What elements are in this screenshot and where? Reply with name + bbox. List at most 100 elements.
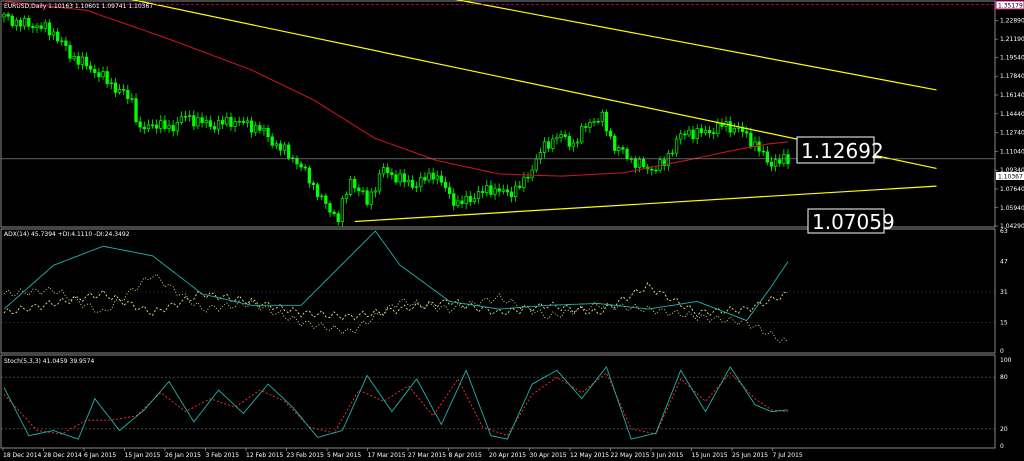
top-line-price-text: 1.35179 <box>998 3 1023 10</box>
candle-bull <box>22 17 27 27</box>
date-axis-label: 30 Apr 2015 <box>530 452 567 459</box>
candle-bear <box>769 161 774 167</box>
candle-bull <box>501 189 505 192</box>
candle-bear <box>683 133 687 136</box>
price-axis-label: 1.07640 <box>1000 186 1024 193</box>
candle-bear <box>258 125 262 131</box>
adx-axis-label: 63 <box>1000 228 1008 235</box>
candle-bull <box>580 126 584 143</box>
candle-bear <box>113 82 118 93</box>
price-axis-label: 1.21190 <box>1000 36 1024 43</box>
date-axis-label: 26 Jan 2015 <box>165 452 201 459</box>
support-annotation-box <box>807 208 885 234</box>
adx-axis-label: 47 <box>1000 258 1008 265</box>
candle-bear <box>76 56 80 65</box>
candle-bear <box>460 200 464 204</box>
candle-bull <box>695 128 699 140</box>
candle-bull <box>233 121 237 127</box>
candle-bull <box>687 129 691 136</box>
candle-bear <box>386 167 390 174</box>
candle-bull <box>196 117 200 127</box>
candle-bear <box>357 187 361 192</box>
candle-bull <box>716 122 720 134</box>
candle-bear <box>452 193 456 206</box>
adx-title: ADX(14) 45.7394 +DI:4.1110 -DI:24.3492 <box>4 231 130 238</box>
adx-panel-frame <box>0 228 996 354</box>
adx-axis-label: 0 <box>1000 348 1004 355</box>
moving-average-line <box>3 0 789 177</box>
candle-bear <box>447 187 452 195</box>
candle-bull <box>373 190 378 193</box>
candle-bear <box>249 120 254 133</box>
candle-bull <box>773 159 778 167</box>
adx-axis-label: 31 <box>1000 289 1008 296</box>
support-trendline <box>354 185 937 223</box>
candle-bull <box>159 120 163 129</box>
resistance-trendline <box>131 0 937 169</box>
candle-bull <box>381 167 386 175</box>
date-axis-label: 22 May 2015 <box>611 452 650 459</box>
candle-bear <box>563 134 567 137</box>
main-title: EURUSD,Daily 1.10163 1.10601 1.09741 1.1… <box>4 3 153 10</box>
candle-bull <box>14 19 19 26</box>
stoch-axis-label: 100 <box>1000 357 1012 364</box>
candle-bear <box>699 128 703 134</box>
date-axis-label: 15 Jun 2015 <box>692 452 728 459</box>
candle-bear <box>613 135 617 151</box>
candle-bear <box>307 167 311 184</box>
candle-bear <box>443 181 448 188</box>
candle-bull <box>344 194 349 200</box>
candle-bull <box>464 196 468 204</box>
candle-bull <box>419 177 423 188</box>
candle-bear <box>410 179 415 188</box>
stoch-title: Stoch(5,3,3) 41.0459 39.9574 <box>4 358 95 365</box>
candle-bear <box>390 172 394 176</box>
candle-bear <box>55 31 60 42</box>
date-axis-label: 3 Jun 2015 <box>651 452 683 459</box>
candle-bear <box>105 71 109 84</box>
candle-bull <box>80 56 85 65</box>
candle-bear <box>241 120 245 123</box>
date-axis-label: 12 Feb 2015 <box>246 452 284 459</box>
price-axis-label: 1.12740 <box>1000 130 1024 137</box>
candle-bear <box>765 151 770 163</box>
candle-bull <box>555 137 559 140</box>
candle-bull <box>175 122 179 132</box>
candle-bull <box>72 56 76 59</box>
candle-bear <box>650 168 654 171</box>
candle-bear <box>394 174 398 183</box>
candle-bull <box>361 190 365 192</box>
candle-bear <box>192 115 196 127</box>
last-price-text: 1.10367 <box>998 174 1023 181</box>
date-axis-label: 25 Jun 2015 <box>732 452 768 459</box>
candle-bull <box>456 200 460 206</box>
price-axis-label: 1.11040 <box>1000 148 1024 155</box>
candle-bull <box>472 198 477 202</box>
candle-bull <box>340 198 345 222</box>
candle-bull <box>35 25 39 29</box>
candle-bear <box>84 56 89 67</box>
stochastic-panel <box>3 365 789 440</box>
resistance-upper-trendline <box>455 0 937 91</box>
last-price-tag <box>996 172 1024 180</box>
price-axis-label: 1.05940 <box>1000 205 1024 212</box>
candle-bear <box>303 166 307 169</box>
candle-bear <box>27 17 31 27</box>
candle-bear <box>365 190 369 205</box>
candle-bull <box>179 116 184 123</box>
candle-bear <box>423 177 427 181</box>
candle-bear <box>786 154 790 165</box>
price-axis-label: 1.04290 <box>1000 223 1024 230</box>
date-axis-label: 12 May 2015 <box>570 452 609 459</box>
candle-bear <box>547 141 551 149</box>
candle-bull <box>575 141 580 144</box>
adx-panel <box>3 230 789 343</box>
candle-bull <box>183 116 188 118</box>
candle-bear <box>402 173 406 183</box>
candle-bull <box>348 178 353 195</box>
candle-bear <box>229 116 233 127</box>
candle-bear <box>134 98 138 123</box>
stoch-axis-label: 0 <box>1000 443 1004 450</box>
candle-bull <box>414 186 419 188</box>
candle-bear <box>662 159 666 167</box>
